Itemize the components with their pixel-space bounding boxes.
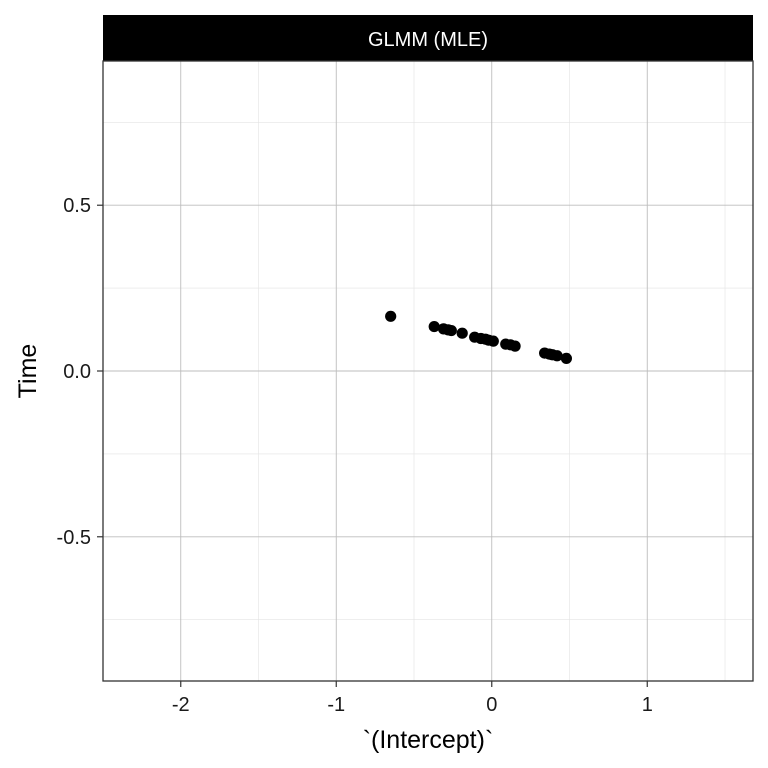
x-axis-title: `(Intercept)` [363,726,494,754]
data-point [560,352,572,365]
x-tick-label: 1 [642,694,653,716]
x-axis: -2 -1 0 1 [172,681,653,716]
data-point [509,340,521,352]
y-tick-label: 0.5 [63,195,91,217]
strip-background [103,15,753,61]
y-axis: -0.5 0.0 0.5 [57,195,103,549]
data-point [456,327,468,339]
y-tick-label: 0.0 [63,361,91,383]
x-tick-label: -2 [172,694,190,716]
major-grid [103,61,753,681]
data-point [385,310,397,322]
data-point [487,335,499,347]
y-tick-label: -0.5 [57,527,91,549]
y-axis-title: Time [14,344,42,399]
data-point [428,320,440,333]
x-tick-label: 0 [486,694,497,716]
data-point [445,324,457,337]
x-tick-label: -1 [327,694,345,716]
panel-title: GLMM (MLE) [368,29,488,51]
data-points [385,310,572,365]
data-point [551,350,563,362]
